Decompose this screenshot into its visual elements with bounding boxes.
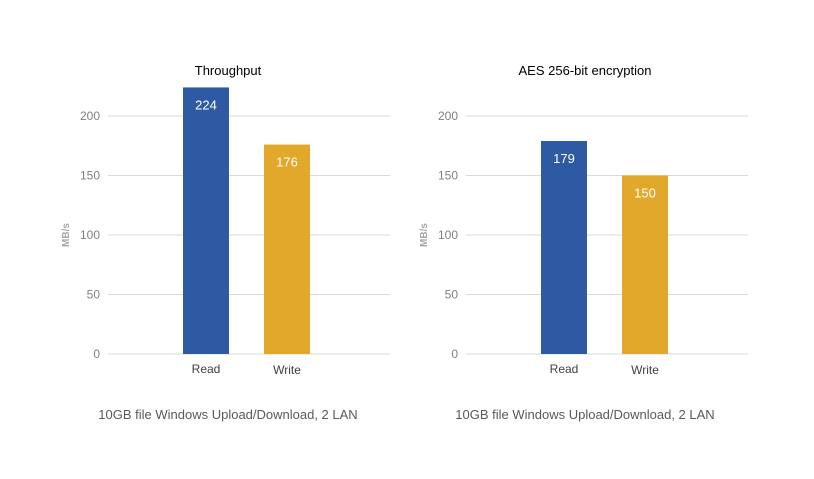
chart-aes-encryption: AES 256-bit encryption MB/s 10GB file Wi… (419, 63, 748, 422)
chart-footer: 10GB file Windows Upload/Download, 2 LAN (98, 407, 357, 422)
chart-title: Throughput (195, 63, 262, 78)
chart-title: AES 256-bit encryption (519, 63, 652, 78)
data-label: 150 (634, 186, 656, 201)
y-tick-label: 150 (438, 169, 458, 183)
x-category-label: Read (192, 362, 221, 376)
y-tick-label: 100 (80, 228, 100, 242)
bar-write (264, 144, 310, 354)
data-label: 179 (553, 151, 575, 166)
chart-throughput: Throughput MB/s 10GB file Windows Upload… (61, 63, 390, 422)
data-label: 224 (195, 97, 217, 112)
y-tick-label: 200 (80, 109, 100, 123)
bar-read (541, 140, 587, 354)
y-tick-label: 200 (438, 109, 458, 123)
y-tick-label: 50 (87, 288, 101, 302)
plot-area: 0 50 100 150 200 224 Read 176 Write (80, 87, 390, 377)
y-tick-label: 100 (438, 228, 458, 242)
bar-write (622, 175, 668, 354)
bar-read (183, 87, 229, 354)
y-axis-label: MB/s (61, 223, 72, 247)
x-category-label: Read (550, 362, 579, 376)
y-axis-label: MB/s (419, 223, 430, 247)
y-tick-label: 50 (445, 288, 459, 302)
y-tick-label: 0 (93, 347, 100, 361)
x-category-label: Write (631, 363, 659, 377)
y-tick-label: 0 (451, 347, 458, 361)
x-category-label: Write (273, 363, 301, 377)
data-label: 176 (276, 155, 298, 170)
chart-footer: 10GB file Windows Upload/Download, 2 LAN (455, 407, 714, 422)
y-tick-label: 150 (80, 169, 100, 183)
plot-area: 0 50 100 150 200 179 Read 150 Write (438, 109, 748, 377)
